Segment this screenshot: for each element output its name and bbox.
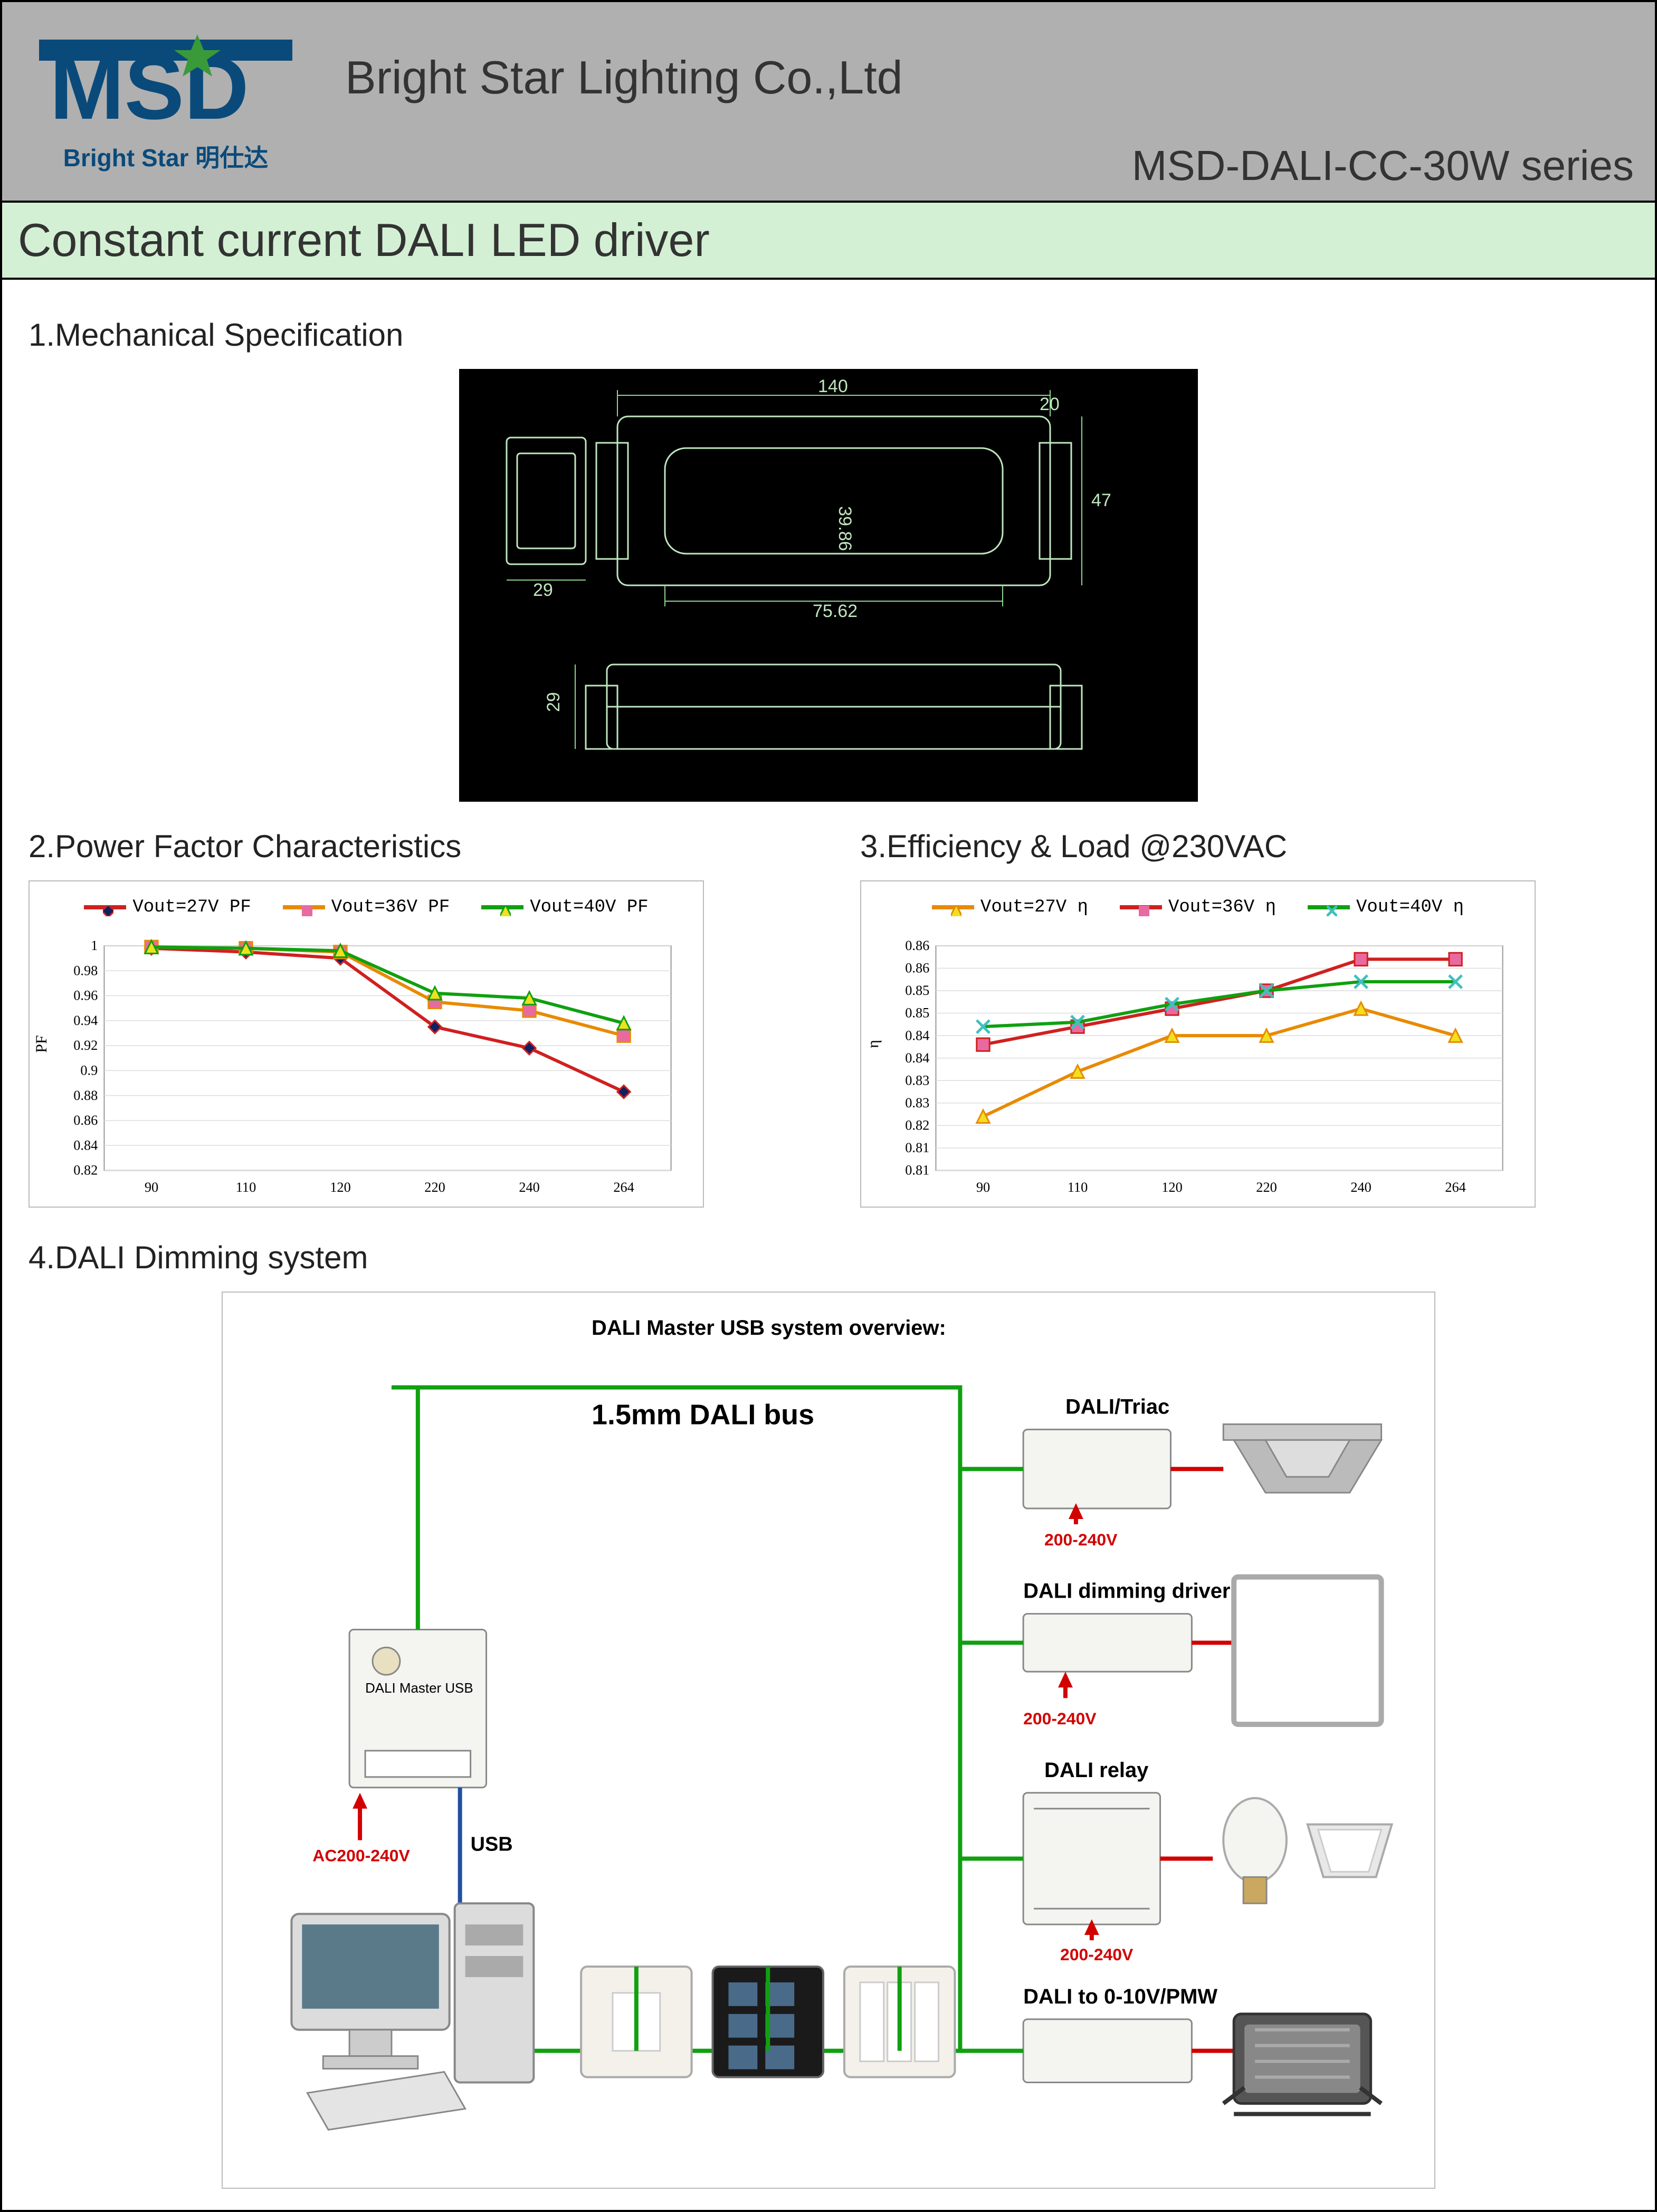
logo-icon: MSD	[28, 29, 303, 135]
dim-inner-h: 39.86	[835, 506, 855, 551]
section1-title: 1.Mechanical Specification	[28, 317, 1629, 353]
master-ac-label: AC200-240V	[312, 1846, 410, 1865]
svg-text:220: 220	[424, 1180, 445, 1195]
svg-text:0.82: 0.82	[73, 1163, 98, 1178]
dali-diagram: DALI Master USB system overview: 1.5mm D…	[28, 1292, 1629, 2189]
page-header: MSD Bright Star 明仕达 Bright Star Lighting…	[2, 2, 1655, 203]
dim-inner-width: 75.62	[813, 601, 858, 621]
dim-left-tab: 29	[533, 580, 553, 600]
company-name: Bright Star Lighting Co.,Ltd	[345, 51, 1629, 105]
series-name: MSD-DALI-CC-30W series	[1132, 141, 1634, 190]
dim-overall-h: 47	[1091, 490, 1111, 510]
bus-label: 1.5mm DALI bus	[592, 1399, 814, 1430]
svg-text:0.84: 0.84	[73, 1137, 98, 1153]
svg-text:DALI Master USB: DALI Master USB	[365, 1681, 473, 1696]
legend-item: Vout=36V η	[1120, 897, 1276, 917]
pf-chart: Vout=27V PF Vout=36V PF Vout=40V PF PF 0…	[28, 880, 704, 1208]
dim-top-width: 140	[818, 376, 848, 396]
svg-text:0.85: 0.85	[905, 1005, 929, 1021]
dim-diag: 20	[1040, 394, 1060, 414]
svg-text:0.83: 0.83	[905, 1095, 929, 1110]
pf-legend: Vout=27V PF Vout=36V PF Vout=40V PF	[45, 897, 687, 917]
svg-text:0.86: 0.86	[73, 1113, 98, 1128]
triac-v: 200-240V	[1044, 1530, 1118, 1549]
svg-text:0.94: 0.94	[73, 1013, 98, 1028]
dali-svg: DALI Master USB system overview: 1.5mm D…	[222, 1292, 1435, 2189]
content-area: 1.Mechanical Specification	[2, 280, 1655, 2210]
svg-text:120: 120	[330, 1180, 351, 1195]
svg-text:220: 220	[1256, 1180, 1277, 1195]
svg-text:0.98: 0.98	[73, 963, 98, 978]
svg-text:0.86: 0.86	[905, 961, 929, 976]
svg-text:0.82: 0.82	[905, 1118, 929, 1133]
svg-text:0.84: 0.84	[905, 1028, 929, 1043]
dim-side-h: 29	[544, 692, 564, 712]
pf-ylabel: PF	[33, 1035, 51, 1052]
legend-item: Vout=36V PF	[283, 897, 450, 917]
legend-item: Vout=27V η	[932, 897, 1088, 917]
dim-label: DALI dimming driver	[1023, 1580, 1230, 1603]
relay-label: DALI relay	[1044, 1759, 1148, 1782]
title-banner: Constant current DALI LED driver	[2, 203, 1655, 280]
led-panel-icon	[1234, 1577, 1381, 1724]
svg-text:90: 90	[145, 1180, 158, 1195]
eff-chart-svg: 0.81 0.81 0.82 0.83 0.83 0.84 0.84 0.85 0.85 0.86…	[877, 925, 1519, 1213]
svg-text:240: 240	[519, 1180, 540, 1195]
mechanical-svg: 140 75.62 29 47 39.86 29 20	[459, 369, 1198, 802]
legend-item: Vout=40V η	[1308, 897, 1464, 917]
relay-v: 200-240V	[1060, 1945, 1134, 1964]
svg-text:0.81: 0.81	[905, 1163, 929, 1178]
usb-label: USB	[471, 1834, 513, 1856]
legend-item: Vout=27V PF	[84, 897, 251, 917]
logo-block: MSD Bright Star 明仕达	[28, 29, 303, 174]
svg-text:0.9: 0.9	[80, 1062, 98, 1078]
ceiling-light-icon	[1223, 1424, 1381, 1493]
triac-label: DALI/Triac	[1065, 1395, 1169, 1418]
svg-text:0.83: 0.83	[905, 1072, 929, 1088]
svg-text:264: 264	[1445, 1180, 1466, 1195]
to010-label: DALI to 0-10V/PMW	[1023, 1985, 1217, 2008]
section4-title: 4.DALI Dimming system	[28, 1239, 1629, 1276]
svg-text:264: 264	[613, 1180, 634, 1195]
section3-title: 3.Efficiency & Load @230VAC	[860, 828, 1629, 865]
eff-chart: Vout=27V η Vout=36V η Vout=40V η η 0.81 0…	[860, 880, 1536, 1208]
svg-text:0.92: 0.92	[73, 1038, 98, 1053]
svg-text:0.85: 0.85	[905, 983, 929, 998]
datasheet-page: MSD Bright Star 明仕达 Bright Star Lighting…	[0, 0, 1657, 2212]
eff-ylabel: η	[864, 1040, 882, 1048]
svg-text:240: 240	[1350, 1180, 1372, 1195]
svg-text:110: 110	[1068, 1180, 1088, 1195]
svg-text:110: 110	[236, 1180, 256, 1195]
svg-text:0.86: 0.86	[905, 938, 929, 953]
legend-item: Vout=40V PF	[481, 897, 648, 917]
charts-row: 2.Power Factor Characteristics Vout=27V …	[28, 812, 1629, 1208]
pf-chart-svg: 0.82 0.84 0.86 0.88 0.9 0.92 0.94 0.96 0.98 1 90 11…	[45, 925, 687, 1213]
svg-text:MSD: MSD	[50, 38, 249, 135]
pc-icon	[291, 1903, 534, 2130]
mechanical-drawing: 140 75.62 29 47 39.86 29 20	[28, 369, 1629, 802]
downlight-icon	[1308, 1825, 1392, 1877]
logo-subtext: Bright Star 明仕达	[63, 139, 268, 174]
svg-text:1: 1	[91, 938, 98, 953]
svg-text:120: 120	[1161, 1180, 1183, 1195]
svg-text:0.81: 0.81	[905, 1140, 929, 1155]
dali-title: DALI Master USB system overview:	[592, 1316, 946, 1340]
svg-text:0.88: 0.88	[73, 1088, 98, 1103]
svg-text:90: 90	[976, 1180, 990, 1195]
eff-legend: Vout=27V η Vout=36V η Vout=40V η	[877, 897, 1519, 917]
bulb-icon	[1223, 1798, 1287, 1904]
dim-v: 200-240V	[1023, 1709, 1097, 1728]
section2-title: 2.Power Factor Characteristics	[28, 828, 797, 865]
floodlight-icon	[1223, 2014, 1381, 2114]
svg-text:0.96: 0.96	[73, 988, 98, 1003]
svg-text:0.84: 0.84	[905, 1050, 929, 1066]
